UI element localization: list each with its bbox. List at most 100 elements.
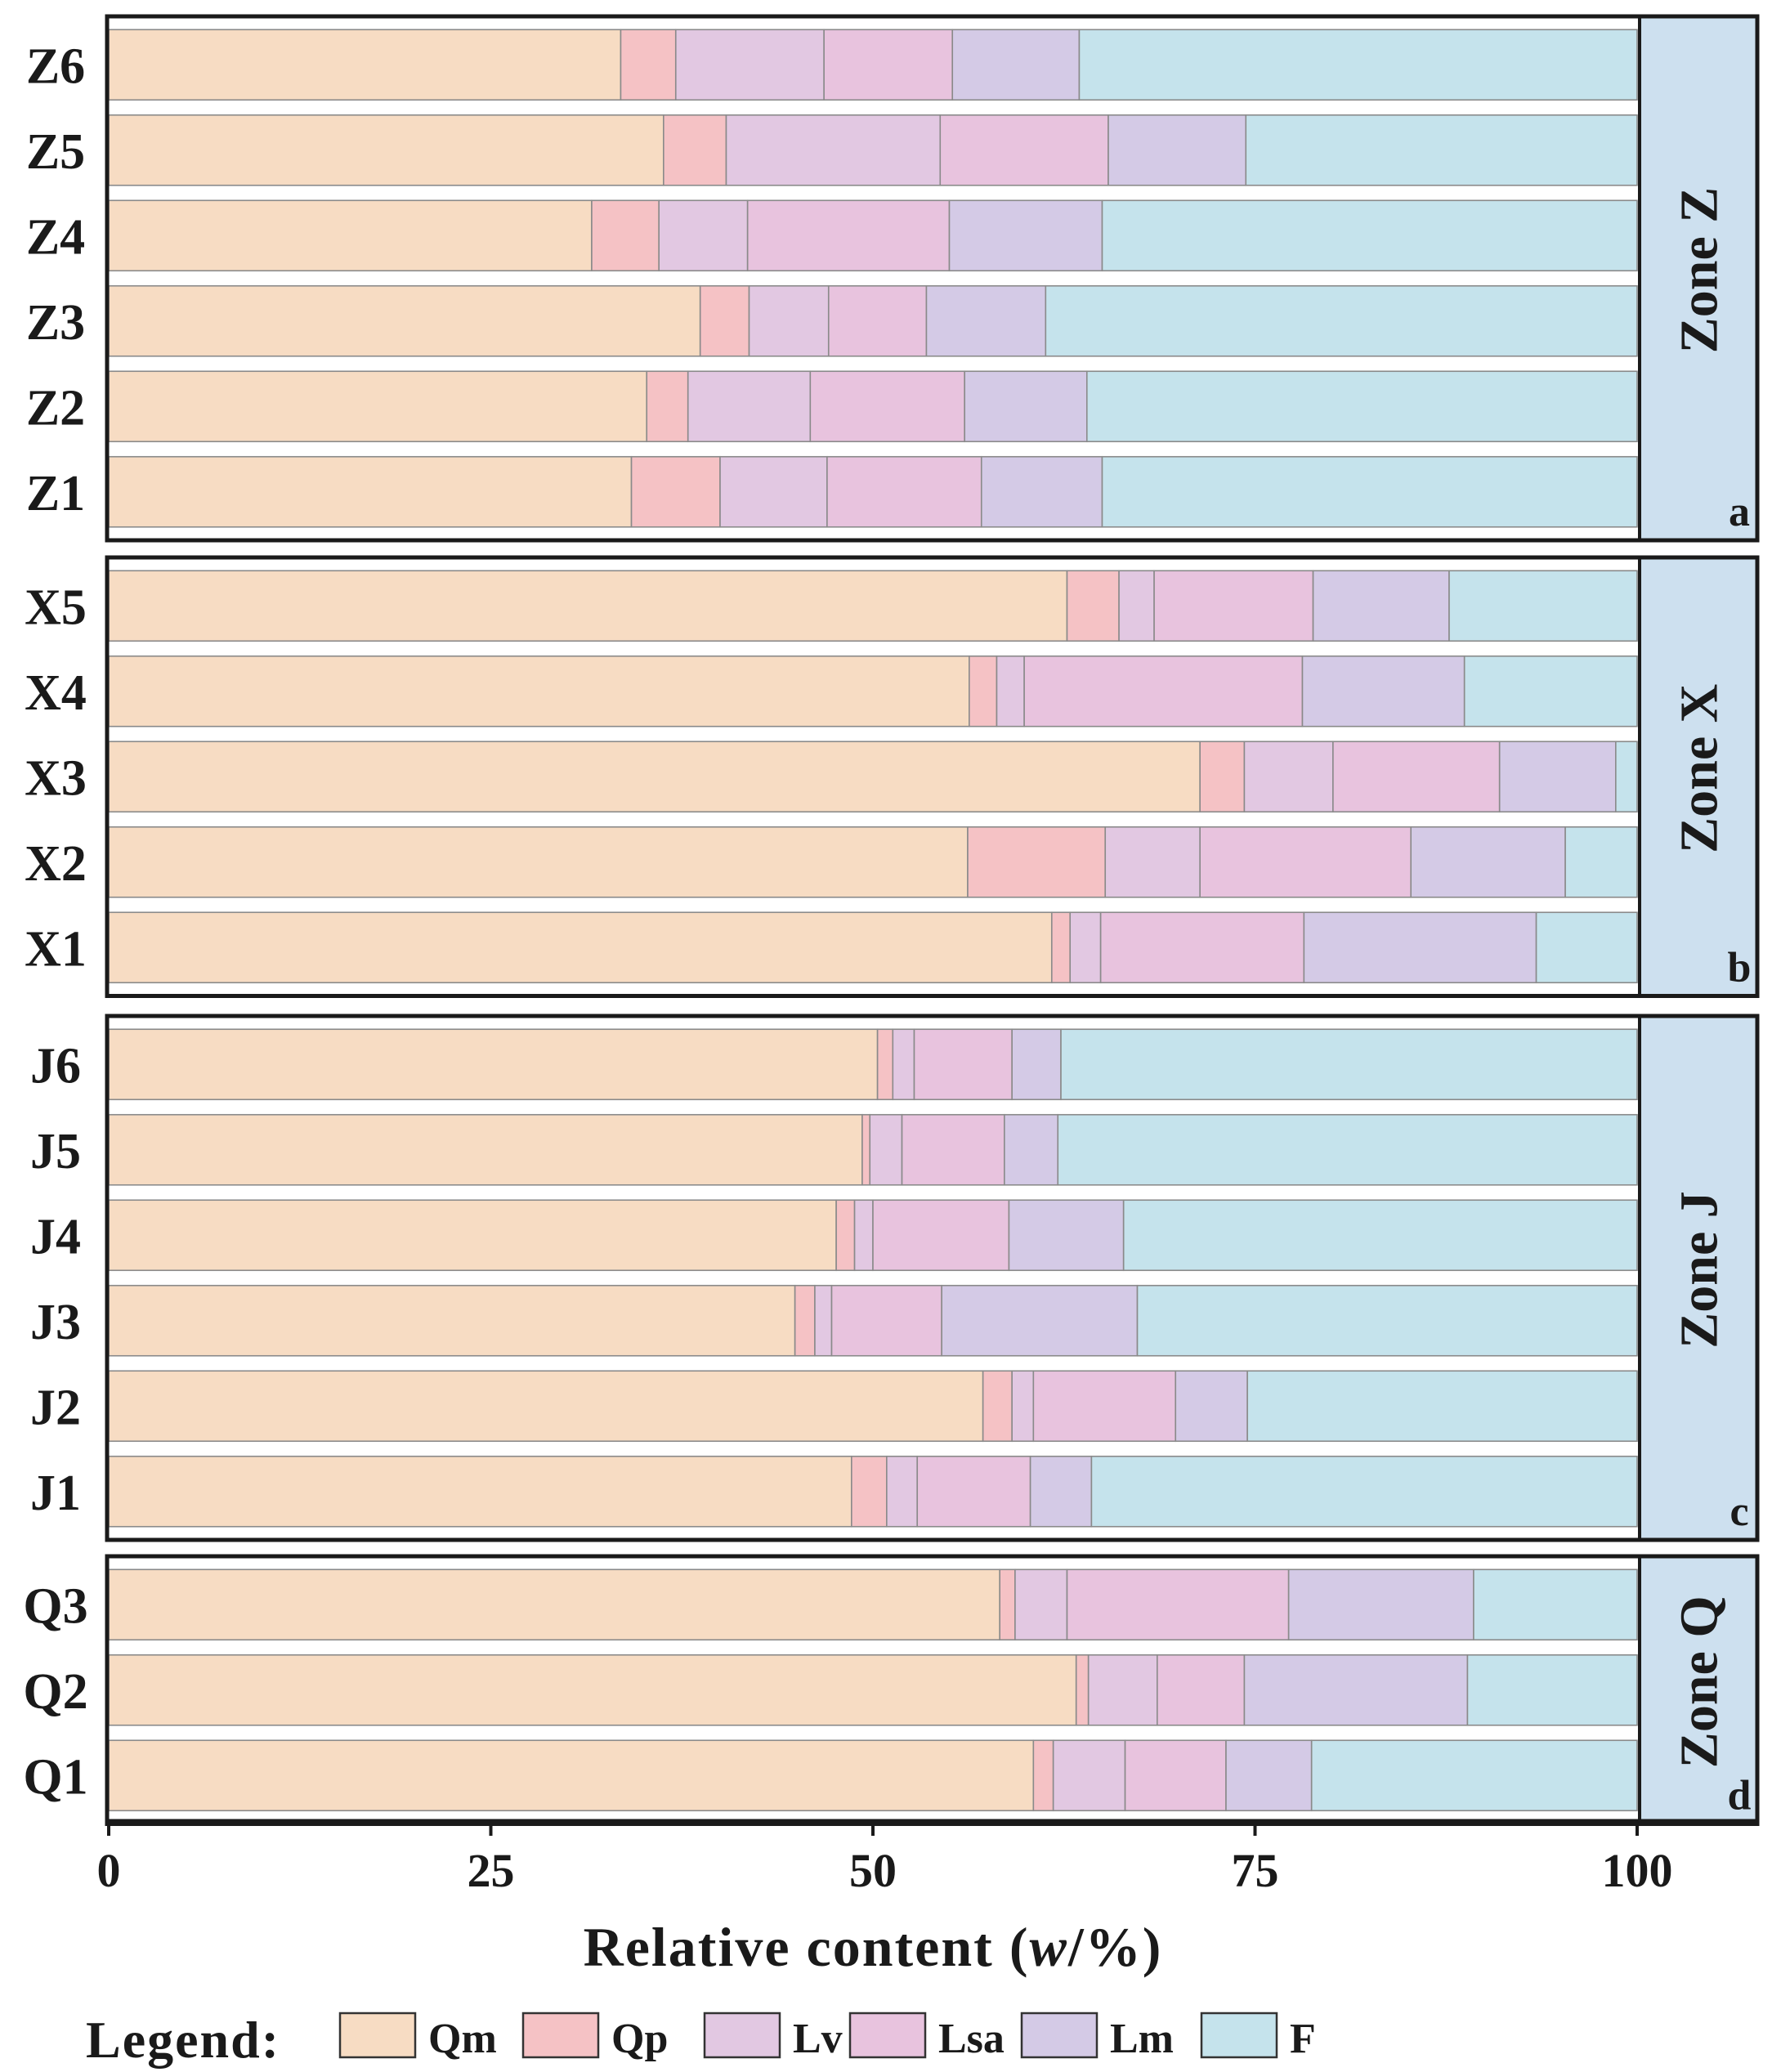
bar-Q2-Qp (1075, 1654, 1090, 1726)
x-axis-title-main: Relative content ( (584, 1916, 1030, 1978)
bar-J6-Lv (892, 1028, 915, 1101)
bar-Z5-Qp (663, 114, 727, 186)
panel-frame (105, 14, 1760, 543)
bar-X2-Lm (1410, 826, 1566, 898)
category-label-Q1: Q1 (23, 1749, 87, 1805)
panels-layer: Z6 Z5 Z4 Z3 Z2 Z1 Zone Z a X5 X4 X3 X2 X1 Zone X b J6 J5… (23, 14, 1760, 1826)
bar-Z2-Lm (964, 370, 1088, 443)
category-label-X4: X4 (25, 665, 87, 721)
zone-strip (1641, 1016, 1757, 1540)
bar-J4-Lm (1008, 1199, 1125, 1272)
bar-Z6-Qp (620, 29, 677, 101)
category-label-Z1: Z1 (26, 466, 85, 521)
bar-X2-Qm (108, 826, 969, 898)
bar-Q1-Qm (108, 1739, 1035, 1812)
panel-d: Q3 Q2 Q1 Zone Q d (23, 1554, 1760, 1826)
bar-Q3-Lv (1014, 1569, 1068, 1641)
category-label-Z5: Z5 (26, 124, 85, 180)
panel-c: J6 J5 J4 J3 J2 J1 Zone J c (30, 1014, 1760, 1542)
category-label-Q3: Q3 (23, 1578, 87, 1634)
x-axis: 0 25 50 75 100 Relative content (w/%) (97, 1819, 1757, 1978)
bar-Z5-Lv (725, 114, 942, 186)
bar-J6-Qp (876, 1028, 894, 1101)
legend-swatch-Lv (703, 2012, 781, 2059)
x-tick-label-0: 0 (97, 1844, 121, 1897)
bar-J1-Lm (1029, 1455, 1093, 1528)
bar-Q2-Lsa (1157, 1654, 1246, 1726)
x-tick-label-100: 100 (1602, 1844, 1673, 1897)
bar-Z3-Lm (925, 284, 1047, 357)
bar-J5-F (1057, 1113, 1638, 1186)
category-label-Z4: Z4 (26, 209, 85, 265)
panel-b: X5 X4 X3 X2 X1 Zone X b (25, 555, 1760, 998)
legend-swatch-Lm (1020, 2012, 1099, 2059)
bar-X5-Lv (1118, 570, 1155, 642)
x-axis-title-end: /%) (1067, 1916, 1163, 1978)
bar-Z1-Lsa (826, 455, 982, 528)
bar-J3-Lm (941, 1284, 1139, 1357)
bar-J3-Qm (108, 1284, 796, 1357)
bar-X4-F (1463, 655, 1638, 727)
bar-Q3-Qp (999, 1569, 1016, 1641)
bar-J1-Qp (851, 1455, 888, 1528)
bar-X1-Qm (108, 911, 1053, 984)
bar-J1-Qm (108, 1455, 852, 1528)
bar-Q1-F (1310, 1739, 1638, 1812)
category-label-Z3: Z3 (26, 295, 85, 351)
bar-J4-F (1122, 1199, 1638, 1272)
category-label-X2: X2 (25, 836, 87, 892)
bar-J5-Lm (1004, 1113, 1059, 1186)
bar-J2-Qp (982, 1370, 1013, 1443)
bar-Z1-Qp (630, 455, 721, 528)
bar-J4-Qp (835, 1199, 856, 1272)
panel-letter-c: c (1729, 1488, 1748, 1535)
bar-X1-Lsa (1099, 911, 1305, 984)
x-tick-label-25: 25 (468, 1844, 515, 1897)
bar-Q2-F (1466, 1654, 1638, 1726)
legend-label-Qm: Qm (428, 2016, 497, 2062)
bar-Q1-Lm (1225, 1739, 1313, 1812)
bar-X4-Qm (108, 655, 970, 727)
bar-X5-Qp (1066, 570, 1120, 642)
legend: Legend: Qm Qp Lv Lsa Lm F (86, 2011, 1316, 2069)
bar-X5-Lsa (1153, 570, 1314, 642)
bar-Z4-Lm (948, 199, 1103, 272)
bar-X4-Qp (969, 655, 998, 727)
bar-Z2-F (1086, 370, 1638, 443)
category-label-J3: J3 (30, 1295, 81, 1350)
bar-J5-Lv (869, 1113, 903, 1186)
bar-J6-F (1060, 1028, 1638, 1101)
legend-swatch-F (1200, 2012, 1278, 2059)
bar-X3-Qp (1199, 741, 1246, 813)
bar-J3-Qp (794, 1284, 816, 1357)
bar-Q1-Lsa (1124, 1739, 1227, 1812)
bar-Q3-Lm (1287, 1569, 1474, 1641)
bar-X3-Lm (1498, 741, 1617, 813)
bar-Z5-F (1245, 114, 1638, 186)
legend-title: Legend: (86, 2011, 280, 2069)
legend-label-Lm: Lm (1110, 2016, 1174, 2062)
category-label-J2: J2 (30, 1380, 81, 1435)
bar-X4-Lm (1301, 655, 1465, 727)
bar-J1-F (1090, 1455, 1638, 1528)
legend-label-Qp: Qp (611, 2016, 668, 2062)
bar-Q2-Qm (108, 1654, 1077, 1726)
bar-Z3-Qp (699, 284, 750, 357)
bar-X2-F (1564, 826, 1638, 898)
bar-X1-Lm (1303, 911, 1537, 984)
bar-J2-F (1246, 1370, 1638, 1443)
bar-X1-Lv (1069, 911, 1102, 984)
bar-X4-Lv (996, 655, 1025, 727)
bar-X2-Lv (1104, 826, 1201, 898)
zone-title-d: Zone Q (1670, 1595, 1729, 1768)
x-tick-label-50: 50 (849, 1844, 897, 1897)
zone-title-b: Zone X (1670, 684, 1729, 853)
bar-J2-Lm (1175, 1370, 1248, 1443)
bar-X4-Lsa (1023, 655, 1304, 727)
bar-X3-Lsa (1332, 741, 1501, 813)
bar-Z1-F (1101, 455, 1638, 528)
legend-label-F: F (1290, 2016, 1316, 2062)
bar-X2-Qp (967, 826, 1107, 898)
legend-label-Lv: Lv (793, 2016, 843, 2062)
